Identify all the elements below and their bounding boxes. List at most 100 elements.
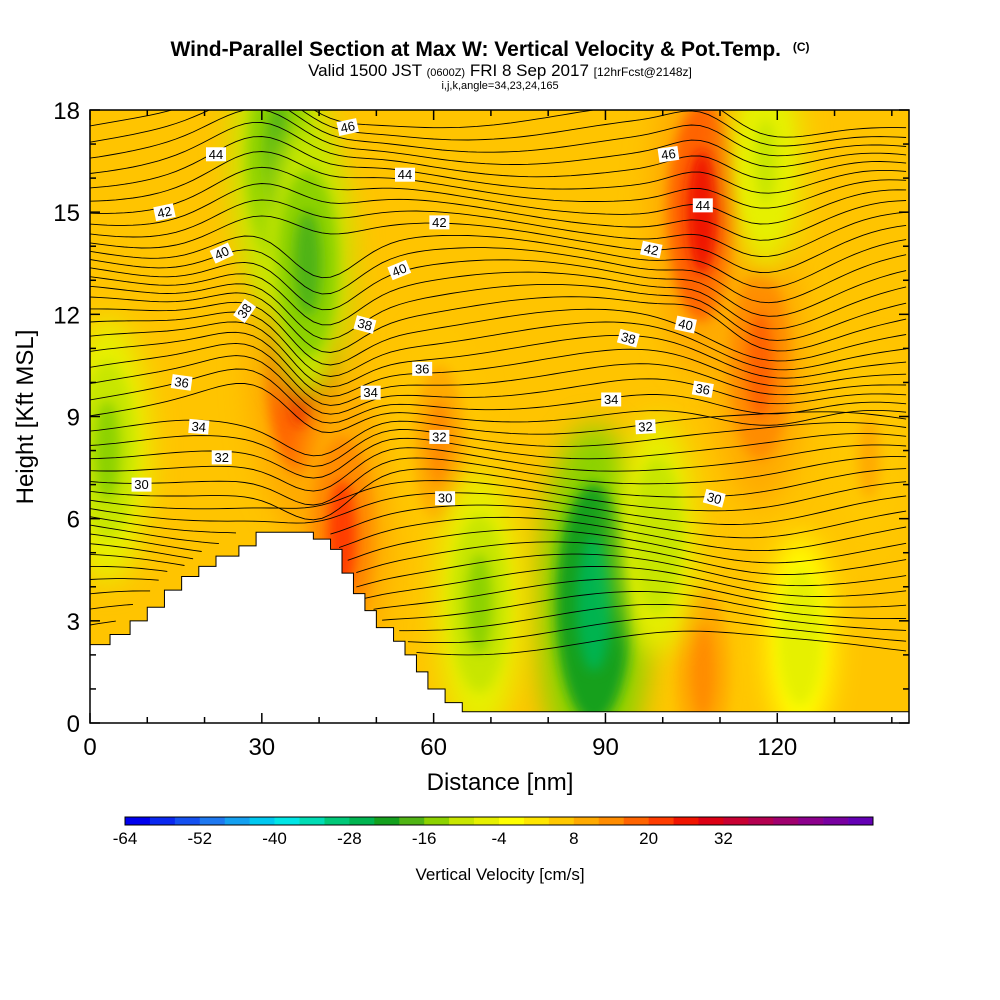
theta-label-box: [233, 298, 257, 324]
vv-updraft-core: [746, 312, 774, 419]
colorbar-swatch: [573, 817, 600, 825]
theta-contour-labels: 46 44 44 46 44 42 42 42 40 40 38 38 40 38 36 36 36 34 34 34…: [131, 118, 726, 508]
theta-contour-line: [90, 565, 907, 599]
colorbar-swatch: [773, 817, 799, 825]
colorbar-swatch: [474, 817, 500, 825]
theta-contour-line: [90, 166, 907, 225]
theta-label-text: 42: [156, 203, 173, 221]
theta-label: 38: [616, 328, 640, 348]
colorbar-swatch: [199, 817, 226, 825]
x-tick-label: 0: [83, 734, 96, 761]
colorbar-swatch: [224, 817, 250, 825]
theta-label-box: [429, 215, 450, 230]
theta-label-box: [360, 385, 381, 400]
theta-label: 32: [211, 450, 232, 465]
y-axis-label: Height [Kft MSL]: [12, 330, 39, 505]
theta-label-box: [336, 118, 359, 136]
colorbar-swatch: [499, 817, 525, 825]
colorbar-swatch: [673, 817, 699, 825]
theta-label-text: 32: [638, 419, 653, 435]
theta-contour-line: [90, 311, 907, 377]
theta-contour-line: [90, 541, 907, 575]
theta-label-box: [209, 242, 234, 264]
vv-downdraft-core: [94, 400, 121, 501]
x-tick-label: 60: [420, 734, 447, 761]
theta-label: 36: [691, 380, 714, 398]
theta-label-box: [674, 315, 697, 334]
theta-contour-line: [90, 110, 907, 168]
theta-label: 34: [188, 418, 210, 435]
theta-label-text: 42: [432, 215, 446, 230]
theta-label: 40: [209, 242, 234, 264]
colorbar-swatch: [349, 817, 375, 825]
colorbar-swatch: [848, 817, 874, 825]
colorbar-tick-label: -16: [412, 829, 437, 848]
y-tick-label: 12: [53, 302, 80, 329]
y-tick-label: 6: [67, 507, 80, 534]
theta-label-box: [188, 418, 210, 435]
theta-label-text: 46: [339, 118, 356, 136]
y-tick-label: 9: [67, 405, 80, 432]
theta-label: 34: [360, 385, 381, 400]
y-tick-label: 18: [53, 98, 80, 125]
colorbar-swatch: [449, 817, 475, 825]
theta-contour-line: [90, 136, 907, 194]
vv-downdraft-core: [645, 491, 669, 580]
theta-contour-line: [90, 617, 907, 644]
theta-label: 42: [153, 203, 176, 222]
colorbar-tick-label: 8: [569, 829, 578, 848]
theta-label-text: 36: [694, 381, 711, 398]
x-axis-label: Distance [nm]: [427, 769, 574, 796]
theta-label: 32: [635, 419, 656, 435]
theta-label-text: 46: [660, 146, 676, 163]
colorbar-tick-labels: -64 -52 -40 -28 -16 -4 8 20 32: [113, 829, 733, 848]
theta-label: 44: [395, 167, 415, 182]
theta-contour-line: [90, 456, 907, 506]
colorbar-swatch: [249, 817, 275, 825]
theta-label-text: 44: [696, 198, 710, 213]
theta-label: 46: [336, 118, 359, 136]
theta-contour-line: [90, 504, 907, 539]
theta-contour-line: [90, 342, 907, 406]
theta-label-text: 34: [191, 419, 207, 435]
colorbar-swatch: [798, 817, 824, 825]
x-tick-label: 30: [248, 734, 275, 761]
theta-label: 36: [412, 361, 433, 376]
theta-label: 38: [353, 315, 377, 334]
theta-label-text: 34: [363, 385, 377, 400]
vv-downdraft-core: [293, 210, 322, 317]
colorbar-tick-label: 20: [639, 829, 658, 848]
theta-contour-line: [90, 321, 907, 388]
theta-label-box: [691, 380, 714, 398]
theta-label-text: 38: [234, 301, 255, 321]
colorbar-swatch: [174, 817, 201, 825]
theta-label-text: 34: [604, 392, 618, 407]
theta-label: 44: [206, 147, 226, 162]
colorbar-swatch: [698, 817, 724, 825]
theta-label: 36: [170, 374, 193, 391]
theta-contour-line: [90, 355, 907, 415]
colorbar-swatch: [424, 817, 450, 825]
theta-contour-line: [416, 630, 907, 656]
colorbar-tick-label: -4: [491, 829, 506, 848]
plot-area: 46 44 44 46 44 42 42 42 40 40 38 38 40 38 36 36 36 34 34 34…: [90, 110, 909, 723]
colorbar: [124, 816, 874, 826]
theta-label-box: [435, 491, 456, 506]
theta-label-box: [601, 392, 622, 407]
theta-label-box: [211, 450, 232, 465]
colorbar-swatch: [149, 817, 176, 825]
theta-contour-line: [90, 444, 907, 492]
theta-label-text: 38: [356, 315, 374, 333]
theta-label: 44: [692, 198, 713, 213]
theta-label: 42: [429, 215, 450, 230]
theta-contour-line: [90, 492, 907, 525]
theta-contour-line: [90, 331, 907, 397]
theta-label: 40: [674, 315, 697, 334]
theta-label-box: [206, 147, 226, 162]
theta-contour-line: [90, 234, 907, 289]
colorbar-swatch: [598, 817, 624, 825]
theta-label-box: [387, 259, 412, 281]
theta-label: 32: [429, 429, 450, 444]
